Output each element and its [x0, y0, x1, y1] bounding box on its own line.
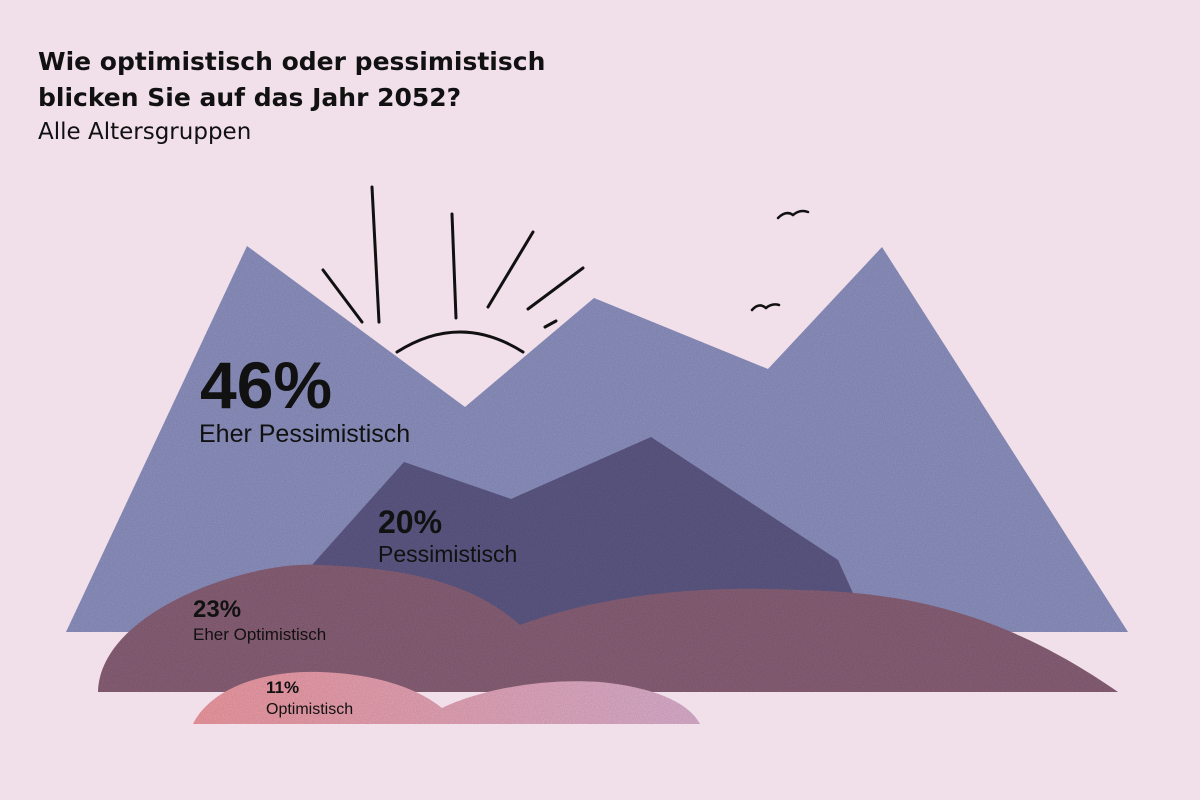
birds-icon [750, 209, 810, 312]
category-label-eher-pessimistisch: Eher Pessimistisch [199, 420, 410, 448]
chart-title: Wie optimistisch oder pessimistisch blic… [38, 47, 546, 112]
category-label-optimistisch: Optimistisch [266, 701, 353, 718]
slice-pessimistisch [312, 437, 857, 630]
slice-optimistisch [193, 671, 700, 724]
category-label-eher-optimistisch: Eher Optimistisch [193, 625, 326, 644]
value-label-optimistisch: 11% [266, 678, 299, 697]
sun-icon [321, 185, 585, 354]
slice-eher-pessimistisch [66, 246, 1128, 632]
value-label-eher-optimistisch: 23% [193, 596, 241, 623]
chart-subtitle: Alle Altersgruppen [38, 119, 252, 145]
slice-eher-optimistisch [98, 564, 1118, 692]
value-label-eher-pessimistisch: 46% [200, 348, 332, 422]
title-block: Wie optimistisch oder pessimistisch blic… [38, 44, 598, 148]
value-label-pessimistisch: 20% [378, 504, 442, 540]
category-label-pessimistisch: Pessimistisch [378, 541, 517, 567]
